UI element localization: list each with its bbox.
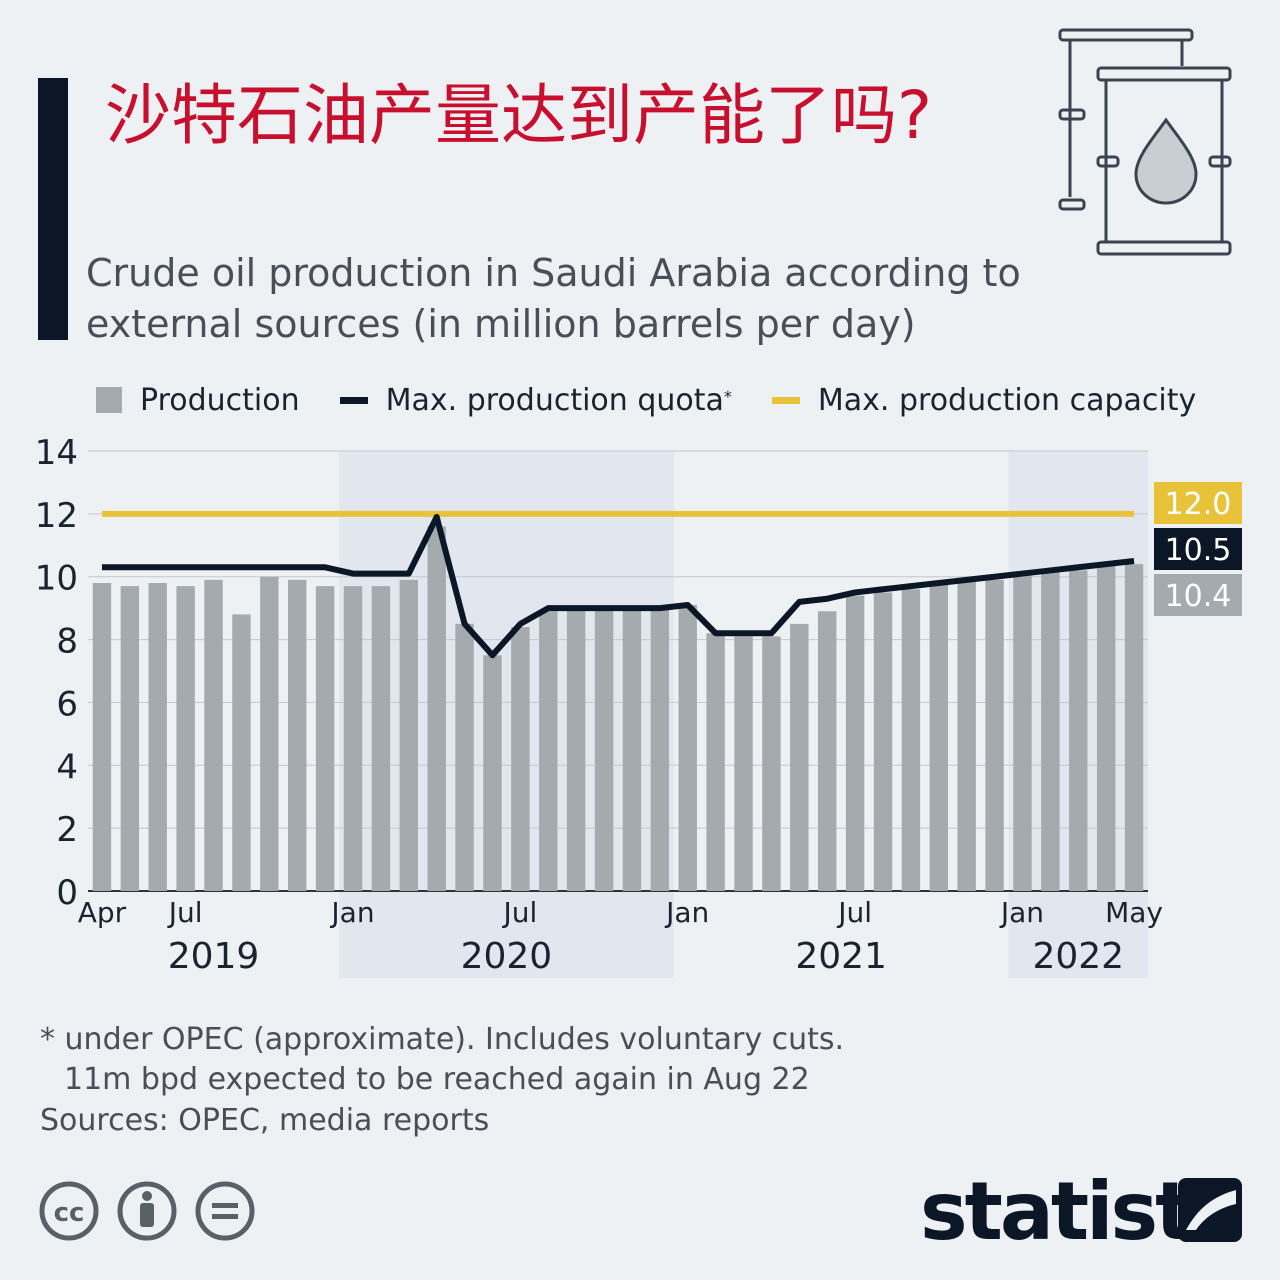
x-tick-label: Jan	[329, 896, 374, 929]
bar-7	[288, 579, 307, 891]
end-value-label: 10.5	[1165, 533, 1232, 568]
bar-14	[483, 655, 502, 891]
bar-35	[1069, 570, 1088, 891]
end-label-box-0	[1154, 482, 1242, 524]
bar-21	[678, 605, 697, 891]
license-icons: cc	[39, 1181, 255, 1241]
legend-label-capacity: Max. production capacity	[817, 382, 1197, 418]
bar-9	[343, 586, 363, 891]
creative-commons-icon: cc	[39, 1181, 99, 1241]
no-derivatives-icon	[195, 1181, 255, 1241]
y-tick-label: 2	[56, 810, 78, 850]
bar-36	[1096, 564, 1116, 891]
x-tick-label: Jul	[167, 896, 203, 929]
y-tick-label: 8	[56, 622, 78, 662]
end-value-label: 12.0	[1165, 487, 1232, 522]
bar-31	[957, 579, 976, 891]
bar-3	[176, 586, 195, 891]
end-label-box-2	[1154, 574, 1242, 616]
end-value-label: 10.4	[1165, 579, 1232, 614]
legend-quota-asterisk: *	[723, 386, 732, 406]
oil-barrel-icon	[1058, 28, 1232, 256]
chart-subtitle: Crude oil production in Saudi Arabia acc…	[86, 251, 1021, 346]
y-tick-label: 10	[35, 559, 78, 599]
x-tick-label: Jan	[664, 896, 709, 929]
end-label-box-1	[1154, 528, 1242, 570]
legend-item-quota: Max. production quota *	[339, 382, 732, 418]
bar-27	[845, 595, 865, 891]
bar-20	[650, 608, 670, 891]
bar-18	[594, 608, 614, 891]
x-tick-label: Jul	[836, 896, 872, 929]
bar-1	[120, 586, 140, 891]
bar-4	[204, 579, 223, 891]
bar-0	[92, 583, 112, 891]
bar-33	[1013, 573, 1032, 891]
bar-5	[232, 614, 251, 891]
chart-title: 沙特石油产量达到产能了吗?	[105, 77, 933, 154]
legend-swatch-production	[96, 387, 122, 413]
y-tick-label: 14	[35, 433, 78, 473]
sources: Sources: OPEC, media reports	[40, 1103, 490, 1138]
bar-11	[399, 579, 418, 891]
legend-swatch-capacity	[771, 396, 800, 404]
legend: Production Max. production quota * Max. p…	[96, 380, 1236, 420]
legend-label-quota: Max. production quota	[385, 382, 724, 418]
legend-item-capacity: Max. production capacity	[771, 382, 1197, 418]
bar-22	[706, 633, 725, 891]
bar-34	[1041, 570, 1060, 891]
bar-13	[455, 623, 474, 891]
y-tick-label: 0	[56, 873, 78, 913]
legend-swatch-quota	[339, 396, 368, 404]
statista-logo-icon	[1178, 1178, 1242, 1242]
year-label-2022: 2022	[1032, 936, 1124, 977]
bar-32	[985, 579, 1004, 891]
series-line-quota	[101, 514, 1135, 659]
year-label-2019: 2019	[168, 936, 260, 977]
accent-bar	[38, 78, 68, 340]
legend-label-production: Production	[140, 382, 300, 418]
bar-37	[1124, 564, 1144, 891]
bar-28	[873, 592, 893, 891]
bar-12	[427, 526, 446, 891]
bar-25	[790, 623, 809, 891]
svg-text:cc: cc	[54, 1198, 85, 1228]
chart: 0 2 4 6 8 10 12 14 Apr Jul Jan Jul Jan Jul Jan May 2019 2…	[35, 433, 1242, 978]
x-tick-label: May	[1105, 896, 1163, 929]
bar-10	[371, 586, 391, 891]
y-tick-label: 6	[56, 684, 78, 724]
bar-30	[929, 583, 948, 891]
bar-19	[622, 608, 642, 891]
bar-8	[315, 586, 335, 891]
year-label-2020: 2020	[461, 936, 553, 977]
bar-23	[734, 636, 753, 891]
bar-26	[818, 611, 837, 891]
footnote: * under OPEC (approximate). Includes vol…	[40, 1020, 844, 1100]
footnote-line-2: 11m bpd expected to be reached again in …	[64, 1062, 810, 1097]
y-tick-label: 12	[35, 496, 78, 536]
bar-6	[260, 576, 279, 891]
x-tick-label: Jul	[501, 896, 537, 929]
y-tick-label: 4	[56, 747, 78, 787]
attribution-icon	[117, 1181, 177, 1241]
x-tick-label: Jan	[999, 896, 1044, 929]
x-tick-label: Apr	[78, 896, 127, 929]
bar-24	[762, 636, 781, 891]
bar-2	[148, 583, 167, 891]
footnote-line-1: * under OPEC (approximate). Includes vol…	[40, 1022, 845, 1057]
bar-15	[511, 627, 530, 891]
bar-29	[901, 589, 921, 891]
legend-item-production: Production	[96, 383, 300, 418]
bar-17	[566, 608, 586, 891]
bar-16	[539, 611, 558, 891]
year-label-2021: 2021	[795, 936, 887, 977]
